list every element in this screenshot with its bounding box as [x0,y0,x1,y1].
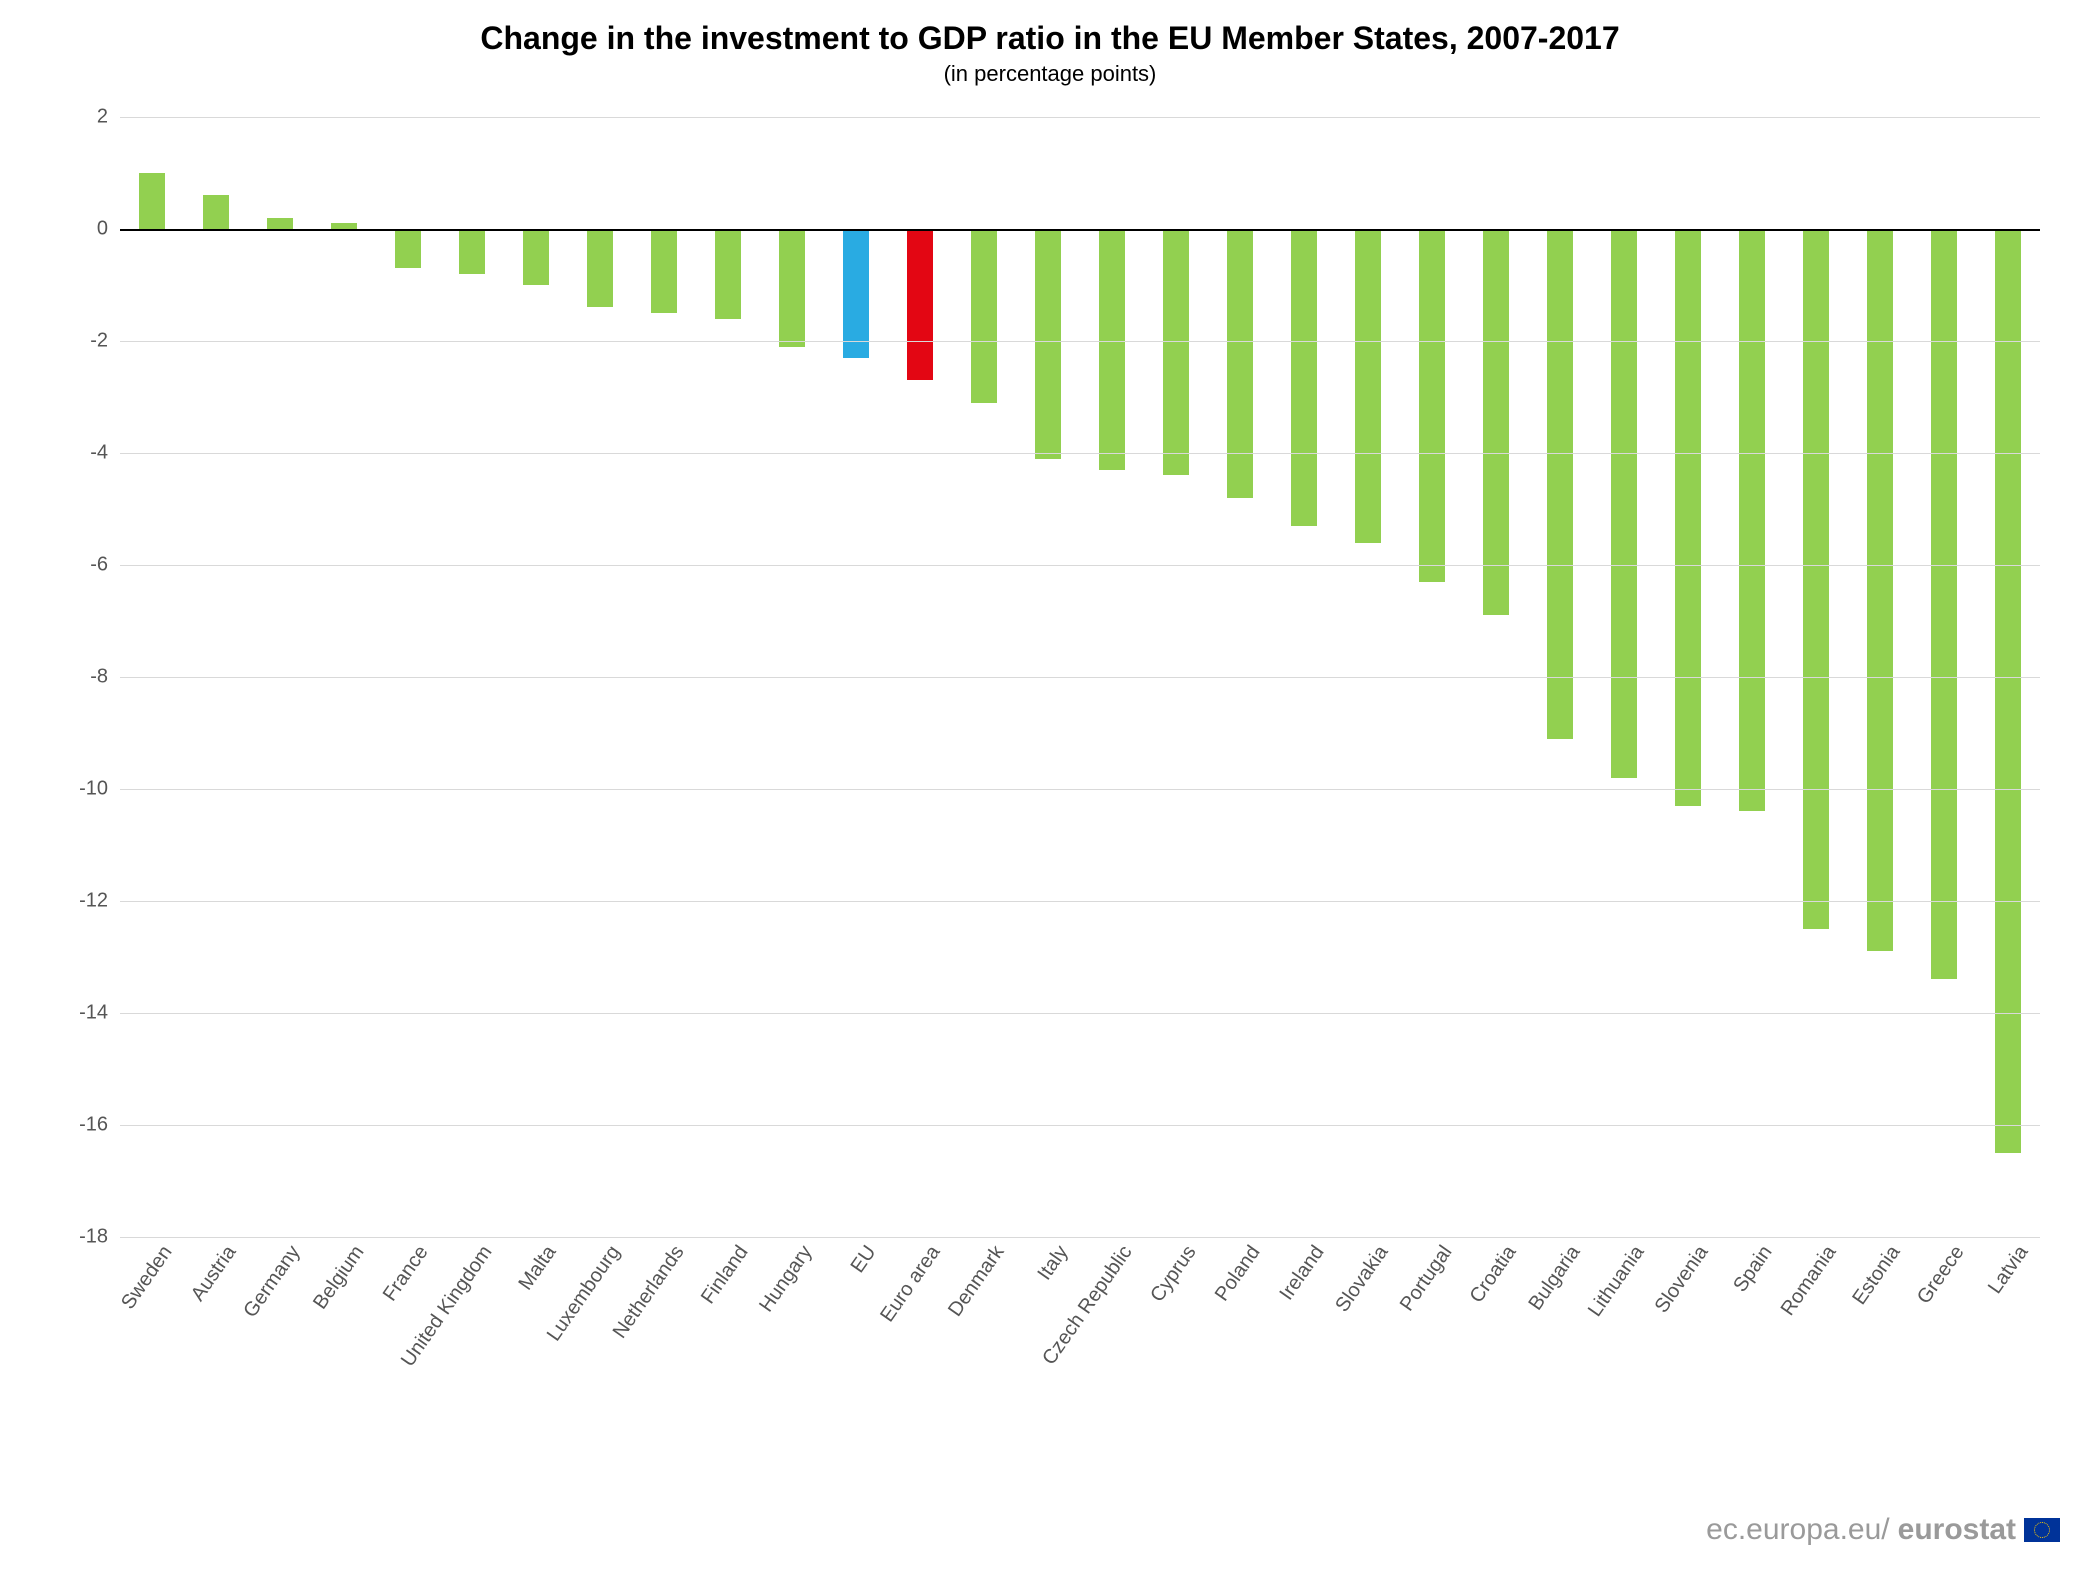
gridline [120,1237,2040,1238]
xtick-label: Greece [1913,1242,1969,1309]
xtick-label: Malta [515,1242,562,1295]
ytick-label: -2 [90,330,120,353]
zero-line [120,229,2040,231]
bar [1547,229,1574,739]
ytick-label: -8 [90,666,120,689]
bar [1867,229,1894,951]
gridline [120,1125,2040,1126]
bar [1483,229,1510,615]
gridline [120,1013,2040,1014]
xtick-label: Estonia [1848,1242,1905,1310]
bar [523,229,550,285]
footer-prefix: ec.europa.eu/ [1706,1513,1889,1547]
ytick-label: -10 [79,778,120,801]
bar [907,229,934,380]
chart-title: Change in the investment to GDP ratio in… [40,20,2060,57]
xtick-label: Ireland [1275,1242,1329,1305]
bar [1995,229,2022,1153]
ytick-label: -4 [90,442,120,465]
bar [1675,229,1702,806]
xtick-label: Cyprus [1146,1242,1201,1307]
bar [1099,229,1126,470]
xtick-label: Romania [1777,1242,1842,1321]
ytick-label: -14 [79,1002,120,1025]
bar [1035,229,1062,459]
bar [779,229,806,347]
gridline [120,341,2040,342]
bar [587,229,614,307]
bar [459,229,486,274]
chart-container: Change in the investment to GDP ratio in… [40,20,2060,1495]
bar [843,229,870,358]
xtick-label: Italy [1034,1242,1074,1285]
xtick-label: Sweden [117,1242,177,1314]
bar [395,229,422,268]
bar [651,229,678,313]
xtick-label: EU [847,1242,882,1278]
eu-flag-icon [2024,1518,2060,1542]
xtick-label: Poland [1211,1242,1266,1306]
gridline [120,565,2040,566]
xtick-label: Croatia [1466,1242,1522,1308]
footer-attribution: ec.europa.eu/eurostat [1706,1513,2060,1547]
bar [715,229,742,319]
xtick-label: Latvia [1984,1242,2033,1299]
gridline [120,117,2040,118]
gridline [120,677,2040,678]
xtick-label: Slovenia [1651,1242,1714,1318]
ytick-label: 2 [97,106,120,129]
xtick-label: Bulgaria [1524,1242,1585,1315]
ytick-label: -12 [79,890,120,913]
xtick-label: Lithuania [1584,1242,1649,1322]
bar [1611,229,1638,778]
plot-area: SwedenAustriaGermanyBelgiumFranceUnited … [120,117,2040,1237]
xtick-label: Denmark [944,1242,1009,1322]
xtick-label: Germany [239,1242,305,1323]
bar [1803,229,1830,929]
bar [267,218,294,229]
xtick-label: Austria [187,1242,242,1306]
bar [1291,229,1318,526]
xtick-label: Portugal [1396,1242,1458,1316]
bar [1739,229,1766,811]
bar [1355,229,1382,543]
gridline [120,901,2040,902]
ytick-label: 0 [97,218,120,241]
bar [971,229,998,403]
xtick-label: Hungary [755,1242,817,1317]
xtick-label: Euro area [876,1242,945,1327]
bar [139,173,166,229]
xtick-label: Spain [1729,1242,1777,1297]
xtick-label: France [379,1242,434,1306]
chart-subtitle: (in percentage points) [40,61,2060,87]
ytick-label: -18 [79,1226,120,1249]
gridline [120,789,2040,790]
bar [1419,229,1446,582]
ytick-label: -16 [79,1114,120,1137]
bar [1163,229,1190,475]
xtick-label: Slovakia [1331,1242,1393,1317]
bar [1227,229,1254,498]
footer-brand: eurostat [1898,1513,2016,1547]
ytick-label: -6 [90,554,120,577]
gridline [120,453,2040,454]
xtick-label: Finland [697,1242,753,1309]
xtick-label: Belgium [309,1242,369,1314]
bar [203,195,230,229]
